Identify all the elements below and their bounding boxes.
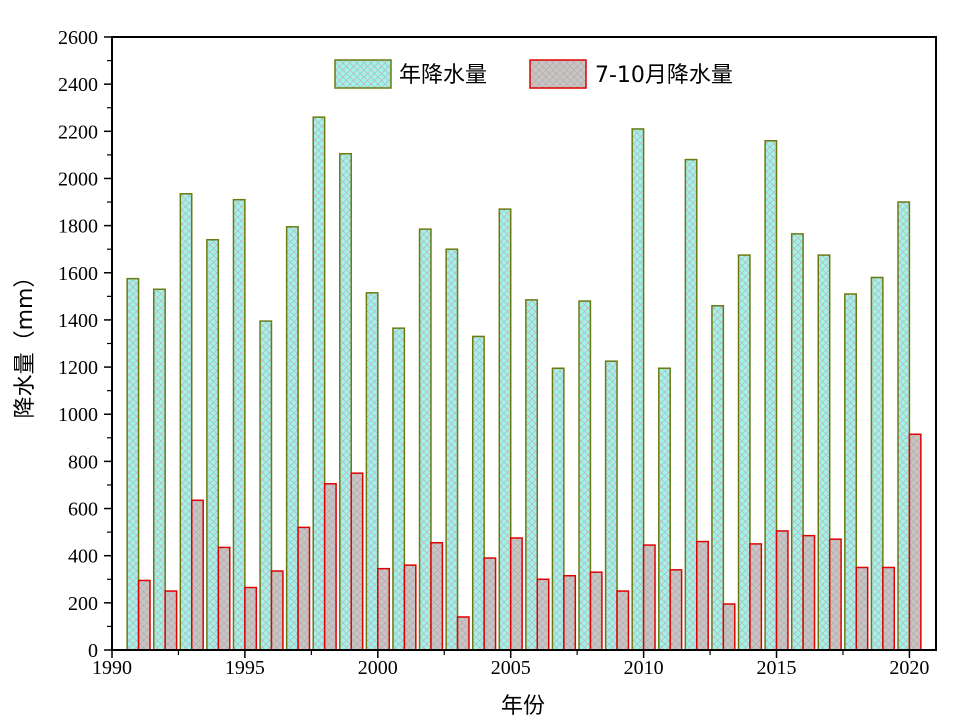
bar-annual-2010 bbox=[631, 128, 645, 651]
bar-jul-oct-1996 bbox=[270, 570, 284, 651]
bar-jul-oct-1999 bbox=[350, 472, 364, 651]
y-tick-label: 600 bbox=[68, 499, 98, 521]
bar-annual-1999 bbox=[339, 152, 352, 651]
y-axis: 0 200 400 600 800 1000 1200 1400 1600 1800 2000 220… bbox=[58, 27, 112, 662]
bar-jul-oct-1994 bbox=[217, 546, 231, 651]
bar-annual-2003 bbox=[445, 248, 459, 651]
y-tick-label: 200 bbox=[68, 593, 98, 615]
bar-jul-oct-2019 bbox=[882, 566, 896, 651]
bar-jul-oct-1993 bbox=[190, 499, 204, 651]
bar-jul-oct-2003 bbox=[456, 616, 470, 651]
bar-annual-2019 bbox=[870, 276, 884, 651]
bar-jul-oct-1997 bbox=[297, 526, 311, 651]
y-tick-label: 2000 bbox=[58, 168, 98, 190]
y-tick-label: 800 bbox=[68, 451, 98, 473]
y-tick-label: 1600 bbox=[58, 263, 98, 285]
bar-jul-oct-2005 bbox=[509, 537, 523, 651]
x-axis-title: 年份 bbox=[501, 694, 545, 719]
bar-annual-1991 bbox=[126, 277, 140, 651]
bar-annual-2014 bbox=[737, 254, 751, 651]
bar-jul-oct-2000 bbox=[377, 567, 390, 651]
bar-jul-oct-2009 bbox=[616, 590, 630, 651]
legend-swatch-jul-oct bbox=[529, 59, 587, 89]
bar-annual-1993 bbox=[179, 193, 193, 651]
bar-jul-oct-2018 bbox=[855, 566, 869, 651]
bar-jul-oct-1995 bbox=[244, 586, 258, 651]
x-tick-label: 1995 bbox=[225, 657, 265, 679]
y-tick-label: 1000 bbox=[58, 404, 98, 426]
y-axis-title: 降水量（mm） bbox=[13, 266, 38, 419]
bar-jul-oct-2006 bbox=[536, 578, 550, 651]
bar-annual-1996 bbox=[259, 320, 273, 651]
bar-annual-2017 bbox=[817, 254, 831, 651]
y-tick-label: 2600 bbox=[58, 27, 98, 49]
bar-annual-2018 bbox=[844, 293, 858, 651]
y-tick-label: 1800 bbox=[58, 216, 98, 238]
bar-jul-oct-2012 bbox=[696, 540, 709, 651]
x-tick-label: 2015 bbox=[757, 657, 797, 679]
bar-jul-oct-1998 bbox=[323, 483, 337, 651]
bar-jul-oct-2004 bbox=[483, 557, 497, 651]
x-axis: 1990 1995 2000 2005 2010 2015 2020 bbox=[92, 650, 929, 679]
y-tick-label: 2200 bbox=[58, 121, 98, 143]
bar-jul-oct-2010 bbox=[642, 544, 656, 651]
bar-jul-oct-2015 bbox=[775, 530, 789, 651]
y-tick-label: 2400 bbox=[58, 74, 98, 96]
legend-label-jul-oct: 7-10月降水量 bbox=[595, 63, 733, 88]
bar-annual-2015 bbox=[764, 139, 778, 651]
bar-jul-oct-2002 bbox=[430, 541, 444, 651]
bar-jul-oct-2011 bbox=[669, 569, 683, 651]
bar-annual-2008 bbox=[578, 300, 592, 651]
jul-oct-precipitation-series bbox=[137, 433, 922, 651]
y-tick-label: 0 bbox=[88, 640, 98, 662]
bar-annual-2000 bbox=[365, 292, 379, 651]
bar-annual-2020 bbox=[897, 201, 911, 651]
bar-jul-oct-2013 bbox=[722, 603, 736, 651]
bar-annual-2013 bbox=[711, 305, 725, 651]
bar-annual-2004 bbox=[471, 335, 485, 651]
bar-annual-2005 bbox=[498, 208, 512, 651]
bar-jul-oct-2014 bbox=[749, 543, 763, 651]
y-tick-label: 1200 bbox=[58, 357, 98, 379]
bar-jul-oct-2007 bbox=[563, 574, 577, 651]
bar-annual-1992 bbox=[152, 288, 166, 651]
x-tick-label: 2000 bbox=[358, 657, 398, 679]
bar-jul-oct-2016 bbox=[802, 534, 816, 651]
legend: 年降水量 7-10月降水量 bbox=[334, 59, 733, 89]
bar-annual-2001 bbox=[392, 327, 406, 651]
bar-annual-2007 bbox=[551, 367, 565, 651]
bar-jul-oct-2001 bbox=[403, 564, 417, 651]
legend-swatch-annual bbox=[334, 59, 392, 89]
bar-annual-1997 bbox=[285, 226, 299, 651]
bar-annual-2006 bbox=[525, 299, 539, 651]
bar-annual-1995 bbox=[232, 198, 246, 651]
bar-annual-2012 bbox=[684, 158, 698, 651]
bar-annual-1994 bbox=[206, 239, 220, 651]
bar-jul-oct-1991 bbox=[137, 579, 151, 651]
y-tick-label: 1400 bbox=[58, 310, 98, 332]
bar-jul-oct-2017 bbox=[828, 538, 842, 651]
bar-jul-oct-2020 bbox=[908, 433, 922, 651]
bar-annual-2016 bbox=[790, 233, 804, 651]
x-tick-label: 2010 bbox=[624, 657, 664, 679]
x-tick-label: 1990 bbox=[92, 657, 132, 679]
bar-annual-2002 bbox=[418, 228, 432, 651]
bar-jul-oct-2008 bbox=[589, 571, 603, 651]
x-tick-label: 2020 bbox=[889, 657, 929, 679]
bar-annual-2011 bbox=[658, 367, 671, 651]
y-tick-label: 400 bbox=[68, 546, 98, 568]
x-tick-label: 2005 bbox=[491, 657, 531, 679]
bar-annual-1998 bbox=[312, 116, 326, 651]
bar-annual-2009 bbox=[604, 360, 618, 651]
legend-label-annual: 年降水量 bbox=[399, 63, 487, 88]
annual-precipitation-series bbox=[126, 116, 911, 651]
bar-jul-oct-1992 bbox=[164, 590, 178, 651]
